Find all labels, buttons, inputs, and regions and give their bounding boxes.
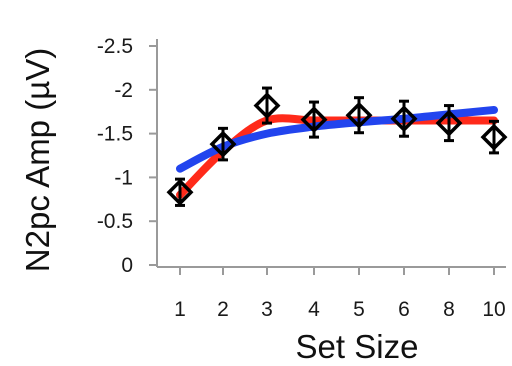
y-tick-label: -2.5: [97, 35, 133, 58]
data-point-diamond: [390, 105, 418, 133]
x-tick-label: 8: [443, 298, 455, 321]
x-axis-ticks: 1 2 3 4 5 6 8 10: [174, 267, 506, 321]
data-point-diamond: [300, 106, 328, 134]
y-tick-label: 0: [121, 254, 133, 277]
y-tick-label: -1.5: [97, 123, 133, 146]
data-point-diamond: [345, 101, 373, 129]
x-tick-label: 3: [261, 298, 273, 321]
error-bars: [175, 86, 499, 207]
y-tick-label: -1: [114, 166, 133, 189]
y-tick-label: -0.5: [97, 210, 133, 233]
x-tick-label: 2: [217, 298, 229, 321]
x-tick-label: 6: [398, 298, 410, 321]
data-point-diamond: [253, 92, 281, 120]
x-tick-label: 5: [353, 298, 365, 321]
x-tick-label: 1: [174, 298, 186, 321]
x-tick-label: 4: [308, 298, 320, 321]
y-axis-title: N2pc Amp (µV): [19, 48, 56, 272]
data-point-diamond: [166, 178, 194, 206]
data-points: [166, 92, 508, 206]
data-point-diamond: [209, 130, 237, 158]
data-point-diamond: [435, 109, 463, 137]
y-tick-label: -2: [114, 79, 133, 102]
y-axis-ticks: 0 -0.5 -1 -1.5 -2 -2.5: [97, 35, 157, 277]
x-tick-label: 10: [482, 298, 505, 321]
x-axis-title: Set Size: [296, 328, 419, 365]
data-point-diamond: [480, 123, 508, 151]
